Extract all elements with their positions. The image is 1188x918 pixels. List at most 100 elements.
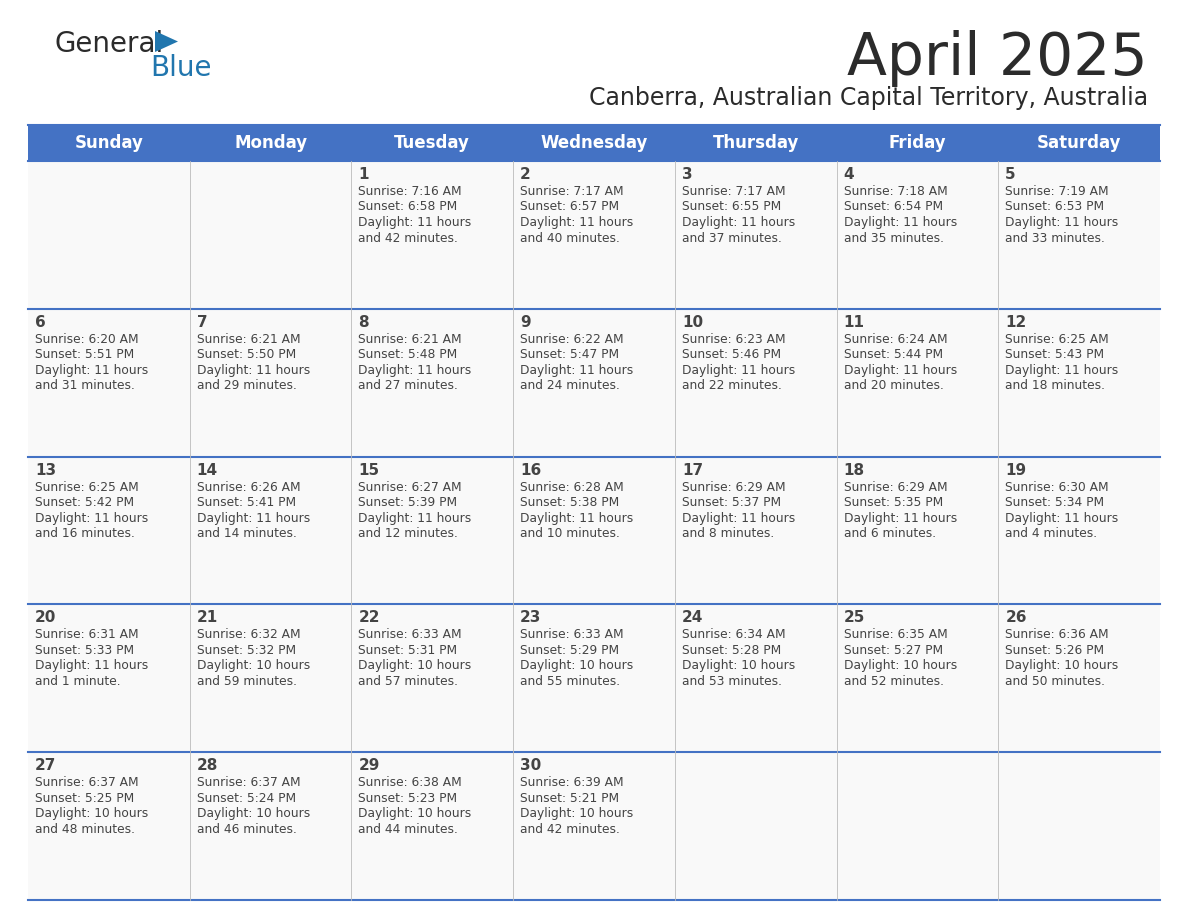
Text: 2: 2 bbox=[520, 167, 531, 182]
Text: and 31 minutes.: and 31 minutes. bbox=[34, 379, 135, 392]
Text: and 27 minutes.: and 27 minutes. bbox=[359, 379, 459, 392]
Text: 10: 10 bbox=[682, 315, 703, 330]
Text: Sunset: 5:41 PM: Sunset: 5:41 PM bbox=[197, 496, 296, 509]
Text: Sunrise: 6:38 AM: Sunrise: 6:38 AM bbox=[359, 777, 462, 789]
Text: Sunrise: 6:32 AM: Sunrise: 6:32 AM bbox=[197, 629, 301, 642]
Text: Sunset: 6:53 PM: Sunset: 6:53 PM bbox=[1005, 200, 1105, 214]
Text: 28: 28 bbox=[197, 758, 219, 773]
Text: April 2025: April 2025 bbox=[847, 30, 1148, 87]
Text: 5: 5 bbox=[1005, 167, 1016, 182]
Text: 29: 29 bbox=[359, 758, 380, 773]
Text: Sunset: 6:55 PM: Sunset: 6:55 PM bbox=[682, 200, 781, 214]
Text: 8: 8 bbox=[359, 315, 369, 330]
Text: Daylight: 11 hours: Daylight: 11 hours bbox=[34, 659, 148, 672]
Text: Sunset: 6:57 PM: Sunset: 6:57 PM bbox=[520, 200, 619, 214]
Text: Daylight: 11 hours: Daylight: 11 hours bbox=[682, 511, 795, 524]
Text: 25: 25 bbox=[843, 610, 865, 625]
Text: and 50 minutes.: and 50 minutes. bbox=[1005, 675, 1105, 688]
Text: 21: 21 bbox=[197, 610, 217, 625]
Text: Sunset: 5:44 PM: Sunset: 5:44 PM bbox=[843, 348, 943, 362]
Text: and 20 minutes.: and 20 minutes. bbox=[843, 379, 943, 392]
Bar bbox=[29, 456, 1159, 604]
Text: Sunset: 5:32 PM: Sunset: 5:32 PM bbox=[197, 644, 296, 657]
Bar bbox=[29, 308, 1159, 456]
Bar bbox=[29, 161, 1159, 308]
Text: Sunset: 5:27 PM: Sunset: 5:27 PM bbox=[843, 644, 943, 657]
Text: Sunrise: 7:17 AM: Sunrise: 7:17 AM bbox=[682, 185, 785, 198]
Text: Sunset: 6:58 PM: Sunset: 6:58 PM bbox=[359, 200, 457, 214]
Text: Sunrise: 6:21 AM: Sunrise: 6:21 AM bbox=[197, 333, 301, 346]
Text: Daylight: 10 hours: Daylight: 10 hours bbox=[34, 807, 148, 820]
Text: and 22 minutes.: and 22 minutes. bbox=[682, 379, 782, 392]
Text: 1: 1 bbox=[359, 167, 369, 182]
Text: Sunrise: 6:37 AM: Sunrise: 6:37 AM bbox=[34, 777, 139, 789]
Text: Sunset: 5:38 PM: Sunset: 5:38 PM bbox=[520, 496, 619, 509]
Bar bbox=[29, 125, 1159, 161]
Text: Sunrise: 6:36 AM: Sunrise: 6:36 AM bbox=[1005, 629, 1108, 642]
Text: Sunset: 5:23 PM: Sunset: 5:23 PM bbox=[359, 791, 457, 805]
Text: and 24 minutes.: and 24 minutes. bbox=[520, 379, 620, 392]
Text: 4: 4 bbox=[843, 167, 854, 182]
Text: Sunset: 5:46 PM: Sunset: 5:46 PM bbox=[682, 348, 781, 362]
Text: and 52 minutes.: and 52 minutes. bbox=[843, 675, 943, 688]
Text: Sunset: 5:51 PM: Sunset: 5:51 PM bbox=[34, 348, 134, 362]
Text: Sunset: 5:34 PM: Sunset: 5:34 PM bbox=[1005, 496, 1105, 509]
Text: Sunrise: 6:29 AM: Sunrise: 6:29 AM bbox=[682, 481, 785, 494]
Text: 7: 7 bbox=[197, 315, 208, 330]
Text: Daylight: 11 hours: Daylight: 11 hours bbox=[34, 364, 148, 376]
Text: Friday: Friday bbox=[889, 134, 946, 152]
Text: and 42 minutes.: and 42 minutes. bbox=[520, 823, 620, 835]
Text: Daylight: 10 hours: Daylight: 10 hours bbox=[359, 807, 472, 820]
Text: Sunrise: 6:20 AM: Sunrise: 6:20 AM bbox=[34, 333, 139, 346]
Text: and 1 minute.: and 1 minute. bbox=[34, 675, 121, 688]
Text: Sunset: 5:35 PM: Sunset: 5:35 PM bbox=[843, 496, 943, 509]
Text: Daylight: 10 hours: Daylight: 10 hours bbox=[197, 807, 310, 820]
Text: Daylight: 11 hours: Daylight: 11 hours bbox=[359, 511, 472, 524]
Text: Daylight: 10 hours: Daylight: 10 hours bbox=[520, 807, 633, 820]
Text: Sunset: 5:42 PM: Sunset: 5:42 PM bbox=[34, 496, 134, 509]
Text: and 6 minutes.: and 6 minutes. bbox=[843, 527, 936, 540]
Text: Sunday: Sunday bbox=[75, 134, 144, 152]
Text: and 59 minutes.: and 59 minutes. bbox=[197, 675, 297, 688]
Text: Daylight: 10 hours: Daylight: 10 hours bbox=[197, 659, 310, 672]
Text: and 55 minutes.: and 55 minutes. bbox=[520, 675, 620, 688]
Text: and 10 minutes.: and 10 minutes. bbox=[520, 527, 620, 540]
Text: Sunrise: 6:23 AM: Sunrise: 6:23 AM bbox=[682, 333, 785, 346]
Text: Sunrise: 6:22 AM: Sunrise: 6:22 AM bbox=[520, 333, 624, 346]
Text: 9: 9 bbox=[520, 315, 531, 330]
Text: and 48 minutes.: and 48 minutes. bbox=[34, 823, 135, 835]
Text: Sunset: 5:39 PM: Sunset: 5:39 PM bbox=[359, 496, 457, 509]
Text: Sunrise: 6:34 AM: Sunrise: 6:34 AM bbox=[682, 629, 785, 642]
Text: Daylight: 11 hours: Daylight: 11 hours bbox=[682, 216, 795, 229]
Text: and 57 minutes.: and 57 minutes. bbox=[359, 675, 459, 688]
Text: Sunrise: 7:16 AM: Sunrise: 7:16 AM bbox=[359, 185, 462, 198]
Text: and 42 minutes.: and 42 minutes. bbox=[359, 231, 459, 244]
Text: Sunrise: 6:29 AM: Sunrise: 6:29 AM bbox=[843, 481, 947, 494]
Text: Sunset: 5:33 PM: Sunset: 5:33 PM bbox=[34, 644, 134, 657]
Text: Sunrise: 6:39 AM: Sunrise: 6:39 AM bbox=[520, 777, 624, 789]
Text: 26: 26 bbox=[1005, 610, 1026, 625]
Text: 22: 22 bbox=[359, 610, 380, 625]
Text: Daylight: 11 hours: Daylight: 11 hours bbox=[682, 364, 795, 376]
Text: Sunset: 5:48 PM: Sunset: 5:48 PM bbox=[359, 348, 457, 362]
Text: Monday: Monday bbox=[234, 134, 308, 152]
Bar bbox=[29, 604, 1159, 752]
Text: 23: 23 bbox=[520, 610, 542, 625]
Text: Daylight: 11 hours: Daylight: 11 hours bbox=[843, 364, 956, 376]
Text: Sunrise: 6:21 AM: Sunrise: 6:21 AM bbox=[359, 333, 462, 346]
Text: Daylight: 11 hours: Daylight: 11 hours bbox=[197, 364, 310, 376]
Text: 24: 24 bbox=[682, 610, 703, 625]
Text: Sunset: 5:28 PM: Sunset: 5:28 PM bbox=[682, 644, 781, 657]
Text: Daylight: 11 hours: Daylight: 11 hours bbox=[520, 364, 633, 376]
Text: 15: 15 bbox=[359, 463, 379, 477]
Text: 12: 12 bbox=[1005, 315, 1026, 330]
Text: 11: 11 bbox=[843, 315, 865, 330]
Text: Daylight: 10 hours: Daylight: 10 hours bbox=[682, 659, 795, 672]
Text: Sunrise: 7:17 AM: Sunrise: 7:17 AM bbox=[520, 185, 624, 198]
Text: Daylight: 11 hours: Daylight: 11 hours bbox=[34, 511, 148, 524]
Text: Sunset: 5:26 PM: Sunset: 5:26 PM bbox=[1005, 644, 1105, 657]
Text: Canberra, Australian Capital Territory, Australia: Canberra, Australian Capital Territory, … bbox=[589, 86, 1148, 110]
Text: Sunset: 5:47 PM: Sunset: 5:47 PM bbox=[520, 348, 619, 362]
Text: Daylight: 11 hours: Daylight: 11 hours bbox=[843, 511, 956, 524]
Text: Sunset: 5:43 PM: Sunset: 5:43 PM bbox=[1005, 348, 1105, 362]
